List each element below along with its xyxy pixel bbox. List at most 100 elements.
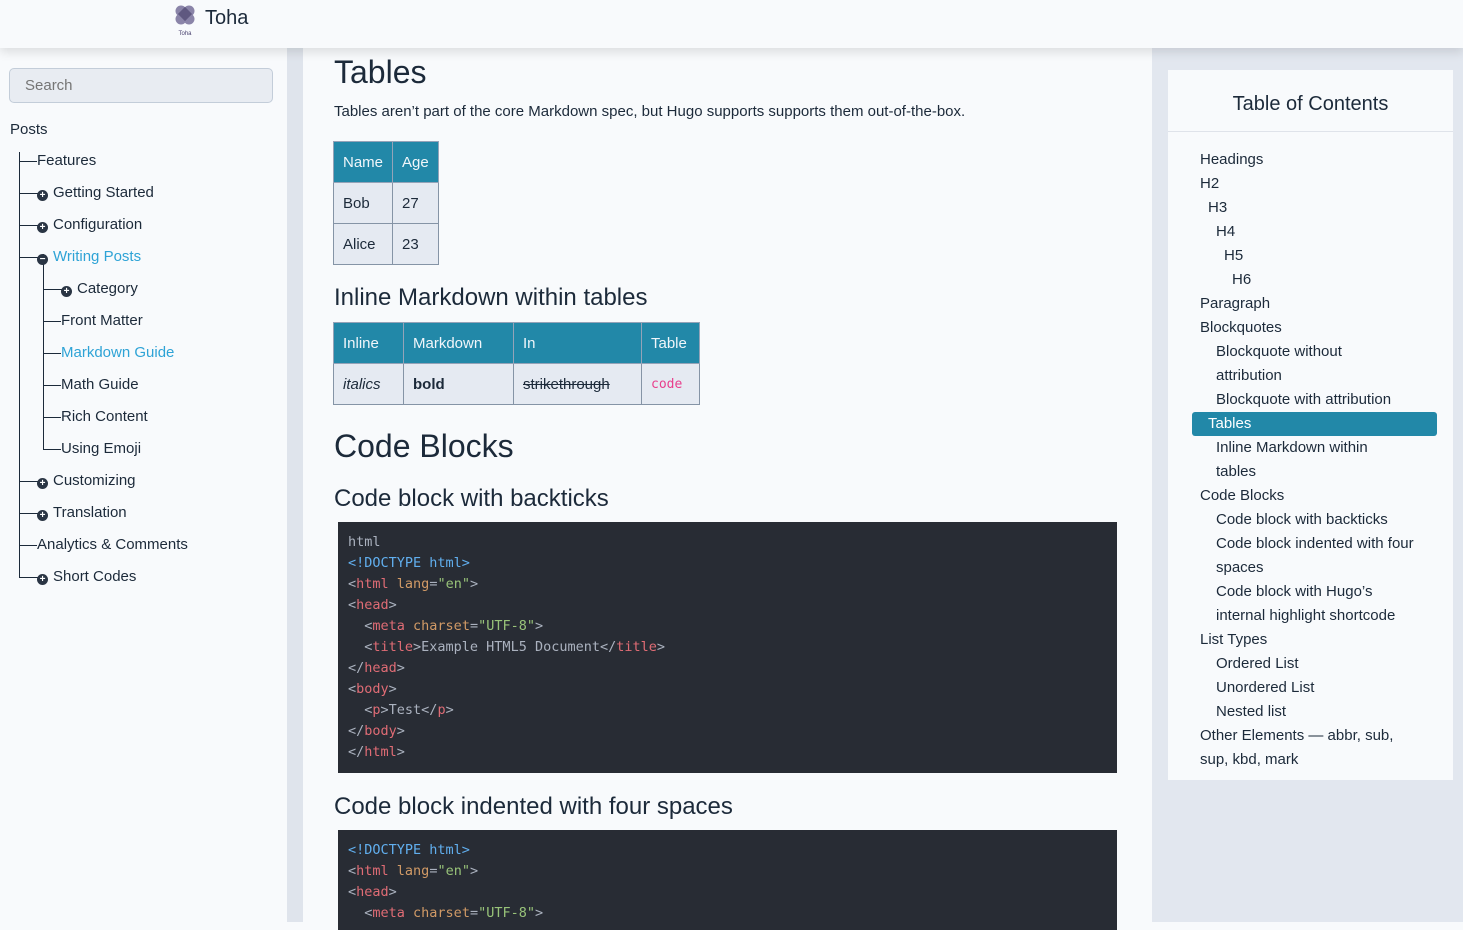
sidebar-item-label: Rich Content: [61, 408, 148, 425]
sidebar-item[interactable]: Analytics & Comments: [37, 535, 188, 555]
toc-item[interactable]: Ordered List: [1216, 655, 1299, 672]
sidebar-item[interactable]: Math Guide: [61, 375, 139, 395]
toc-item[interactable]: Code block indented with four: [1216, 535, 1414, 552]
tree-branch: [43, 417, 61, 418]
toc-item[interactable]: H6: [1232, 271, 1252, 288]
collapse-minus-icon[interactable]: −: [37, 254, 48, 265]
sidebar-item[interactable]: + Short Codes: [37, 567, 136, 587]
sidebar-item[interactable]: Rich Content: [61, 407, 148, 427]
tables-paragraph: Tables aren’t part of the core Markdown …: [334, 103, 966, 120]
code-token: "en": [437, 863, 470, 879]
expand-plus-icon[interactable]: +: [37, 510, 48, 521]
code-token: <: [348, 618, 373, 634]
toc-item[interactable]: sup, kbd, mark: [1200, 751, 1299, 768]
code-token: =: [429, 576, 438, 592]
code-token: >: [396, 660, 405, 676]
sidebar-item[interactable]: Markdown Guide: [61, 343, 174, 363]
sidebar-item[interactable]: + Category: [61, 279, 138, 299]
toc-item[interactable]: Inline Markdown within: [1216, 439, 1368, 456]
heading-code-indented: Code block indented with four spaces: [334, 793, 733, 820]
search-input[interactable]: [9, 68, 273, 103]
code-token: lang: [396, 576, 430, 592]
toc-item[interactable]: Tables: [1192, 412, 1437, 436]
toc-item[interactable]: Code block with Hugo’s: [1216, 583, 1373, 600]
code-token: meta: [372, 905, 405, 921]
toc-item[interactable]: H3: [1208, 199, 1228, 216]
code-token: <: [348, 905, 373, 921]
tree-branch: [19, 193, 39, 194]
code-token: body: [356, 681, 389, 697]
toc-item[interactable]: Code Blocks: [1200, 487, 1285, 504]
toc-item[interactable]: Unordered List: [1216, 679, 1315, 696]
toc-item[interactable]: Blockquote without: [1216, 343, 1342, 360]
toc-item[interactable]: Other Elements — abbr, sub,: [1200, 727, 1394, 744]
table-row: italics bold strikethrough code: [333, 363, 700, 405]
tree-branch: [43, 321, 61, 322]
sidebar-item-label: Front Matter: [61, 312, 143, 329]
sidebar-item[interactable]: + Configuration: [37, 215, 142, 235]
toc-item[interactable]: internal highlight shortcode: [1216, 607, 1396, 624]
sidebar-item[interactable]: Features: [37, 151, 96, 171]
sidebar-item-label: Using Emoji: [61, 440, 142, 457]
expand-plus-icon[interactable]: +: [61, 286, 72, 297]
sidebar-item-label: Markdown Guide: [61, 344, 175, 361]
code-block-indented[interactable]: <!DOCTYPE html> <html lang="en"> <head> <m…: [338, 830, 1117, 930]
code-line: </head>: [348, 658, 1107, 679]
toc-item[interactable]: Paragraph: [1200, 295, 1271, 312]
code-token: </: [348, 744, 365, 760]
code-token: <!DOCTYPE html>: [348, 842, 470, 858]
toha-logo[interactable]: Toha: [174, 4, 196, 38]
code-token: [389, 863, 397, 879]
sidebar-item-label: Short Codes: [53, 568, 137, 585]
code-line: <meta charset="UTF-8">: [348, 903, 1107, 924]
code-token: p: [372, 702, 381, 718]
toc-item[interactable]: H4: [1216, 223, 1236, 240]
toc-item[interactable]: Blockquotes: [1200, 319, 1282, 336]
sidebar-root-posts[interactable]: Posts: [10, 121, 48, 138]
code-token: [405, 618, 413, 634]
expand-plus-icon[interactable]: +: [37, 222, 48, 233]
expand-plus-icon[interactable]: +: [37, 478, 48, 489]
table-cell-code: code: [641, 363, 700, 405]
code-token: >Example HTML5 Document</: [413, 639, 617, 655]
toc-panel: Table of Contents Headings H2 H3 H4 H5 H6 Para…: [1152, 48, 1463, 922]
table-header: In: [513, 322, 642, 364]
expand-plus-icon[interactable]: +: [37, 574, 48, 585]
toc-item[interactable]: List Types: [1200, 631, 1268, 648]
table-header: Table: [641, 322, 700, 364]
sidebar-divider[interactable]: [287, 48, 303, 922]
code-token: head: [356, 884, 389, 900]
tree-branch: [19, 577, 39, 578]
brand-name[interactable]: Toha: [205, 7, 249, 29]
expand-plus-icon[interactable]: +: [37, 190, 48, 201]
code-token: html: [348, 534, 381, 550]
toc-item[interactable]: H5: [1224, 247, 1244, 264]
table-of-contents: Table of Contents Headings H2 H3 H4 H5 H6 Para…: [1168, 70, 1453, 780]
toc-item[interactable]: Headings: [1200, 151, 1264, 168]
code-token: >: [469, 863, 479, 879]
sidebar-item[interactable]: + Getting Started: [37, 183, 154, 203]
toc-item[interactable]: spaces: [1216, 559, 1264, 576]
table-header: Name: [332, 141, 394, 183]
code-line: <body>: [348, 679, 1107, 700]
code-token: <: [348, 884, 357, 900]
toc-item[interactable]: H2: [1200, 175, 1220, 192]
sidebar-item[interactable]: Front Matter: [61, 311, 143, 331]
toc-item[interactable]: attribution: [1216, 367, 1282, 384]
code-block-backticks[interactable]: html <!DOCTYPE html> <html lang="en"> <head…: [338, 522, 1117, 773]
sidebar-item-label: Configuration: [53, 216, 143, 233]
code-line: <!DOCTYPE html>: [348, 553, 1107, 574]
code-token: html: [356, 576, 389, 592]
toc-item[interactable]: Blockquote with attribution: [1216, 391, 1392, 408]
toc-item[interactable]: tables: [1216, 463, 1257, 480]
toc-item[interactable]: Code block with backticks: [1216, 511, 1388, 528]
tree-branch: [19, 513, 39, 514]
toc-item[interactable]: Nested list: [1216, 703, 1287, 720]
table-header: Age: [392, 141, 439, 183]
code-token: <: [348, 576, 357, 592]
sidebar-item[interactable]: − Writing Posts: [37, 247, 141, 267]
tree-branch: [43, 353, 61, 354]
sidebar-item[interactable]: + Customizing: [37, 471, 136, 491]
sidebar-item[interactable]: + Translation: [37, 503, 127, 523]
sidebar-item[interactable]: Using Emoji: [61, 439, 141, 459]
